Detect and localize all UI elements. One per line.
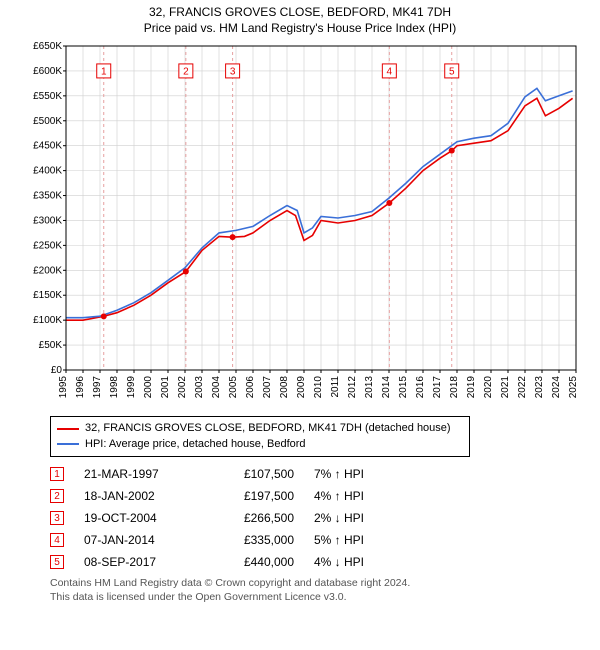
sale-diff-vs-hpi: 7% ↑ HPI [314, 467, 404, 481]
sale-row: 4 07-JAN-2014 £335,000 5% ↑ HPI [50, 529, 590, 551]
svg-text:2014: 2014 [381, 376, 392, 399]
svg-text:£50K: £50K [39, 340, 63, 351]
svg-text:2020: 2020 [483, 376, 494, 399]
sale-marker: 3 [50, 511, 64, 525]
svg-text:2015: 2015 [398, 376, 409, 399]
chart-title: 32, FRANCIS GROVES CLOSE, BEDFORD, MK41 … [10, 4, 590, 36]
sale-price: £335,000 [214, 533, 294, 547]
svg-text:2025: 2025 [568, 376, 579, 399]
svg-text:1998: 1998 [109, 376, 120, 399]
sale-date: 18-JAN-2002 [84, 489, 194, 503]
legend-label: HPI: Average price, detached house, Bedf… [85, 437, 306, 452]
sale-row: 1 21-MAR-1997 £107,500 7% ↑ HPI [50, 463, 590, 485]
svg-text:2005: 2005 [228, 376, 239, 399]
svg-text:1995: 1995 [58, 376, 69, 399]
svg-text:£250K: £250K [33, 241, 62, 252]
sale-diff-vs-hpi: 2% ↓ HPI [314, 511, 404, 525]
svg-text:4: 4 [387, 67, 393, 78]
svg-text:£550K: £550K [33, 91, 62, 102]
sales-table: 1 21-MAR-1997 £107,500 7% ↑ HPI 2 18-JAN-2002… [50, 463, 590, 573]
sale-diff-vs-hpi: 5% ↑ HPI [314, 533, 404, 547]
sale-date: 21-MAR-1997 [84, 467, 194, 481]
svg-text:£0: £0 [51, 365, 63, 376]
svg-text:1997: 1997 [92, 376, 103, 399]
svg-text:2: 2 [183, 67, 189, 78]
svg-text:2019: 2019 [466, 376, 477, 399]
footer-line1: Contains HM Land Registry data © Crown c… [50, 577, 590, 591]
title-subtitle: Price paid vs. HM Land Registry's House … [10, 20, 590, 36]
svg-text:5: 5 [449, 67, 455, 78]
sale-date: 19-OCT-2004 [84, 511, 194, 525]
svg-text:2017: 2017 [432, 376, 443, 399]
sale-price: £266,500 [214, 511, 294, 525]
legend-swatch [57, 428, 79, 430]
svg-text:2002: 2002 [177, 376, 188, 399]
sale-marker: 4 [50, 533, 64, 547]
chart-svg: £0 £50K £100K £150K £200K £250K £300K £350K £400… [20, 40, 580, 410]
svg-text:2007: 2007 [262, 376, 273, 399]
svg-text:3: 3 [230, 67, 236, 78]
svg-text:2012: 2012 [347, 376, 358, 399]
svg-text:2010: 2010 [313, 376, 324, 399]
svg-text:£100K: £100K [33, 316, 62, 327]
title-address: 32, FRANCIS GROVES CLOSE, BEDFORD, MK41 … [10, 4, 590, 20]
chart-legend: 32, FRANCIS GROVES CLOSE, BEDFORD, MK41 … [50, 416, 470, 457]
svg-text:£200K: £200K [33, 266, 62, 277]
svg-text:2023: 2023 [534, 376, 545, 399]
svg-text:2006: 2006 [245, 376, 256, 399]
legend-item: 32, FRANCIS GROVES CLOSE, BEDFORD, MK41 … [57, 421, 463, 436]
footer-line2: This data is licensed under the Open Gov… [50, 591, 590, 605]
svg-text:2021: 2021 [500, 376, 511, 399]
svg-text:2004: 2004 [211, 376, 222, 399]
attribution-footer: Contains HM Land Registry data © Crown c… [50, 577, 590, 604]
svg-text:2024: 2024 [551, 376, 562, 399]
legend-swatch [57, 443, 79, 445]
svg-text:£500K: £500K [33, 116, 62, 127]
svg-text:2018: 2018 [449, 376, 460, 399]
sale-marker: 1 [50, 467, 64, 481]
sale-row: 2 18-JAN-2002 £197,500 4% ↑ HPI [50, 485, 590, 507]
svg-text:2003: 2003 [194, 376, 205, 399]
svg-text:2001: 2001 [160, 376, 171, 399]
svg-text:£150K: £150K [33, 291, 62, 302]
sale-row: 5 08-SEP-2017 £440,000 4% ↓ HPI [50, 551, 590, 573]
svg-text:2013: 2013 [364, 376, 375, 399]
sale-diff-vs-hpi: 4% ↓ HPI [314, 555, 404, 569]
svg-text:£650K: £650K [33, 41, 62, 52]
svg-text:£350K: £350K [33, 191, 62, 202]
sale-marker: 2 [50, 489, 64, 503]
legend-label: 32, FRANCIS GROVES CLOSE, BEDFORD, MK41 … [85, 421, 451, 436]
sale-date: 08-SEP-2017 [84, 555, 194, 569]
svg-text:2008: 2008 [279, 376, 290, 399]
sale-price: £107,500 [214, 467, 294, 481]
legend-item: HPI: Average price, detached house, Bedf… [57, 437, 463, 452]
svg-text:2011: 2011 [330, 376, 341, 398]
svg-text:1996: 1996 [75, 376, 86, 399]
svg-text:£450K: £450K [33, 141, 62, 152]
sale-row: 3 19-OCT-2004 £266,500 2% ↓ HPI [50, 507, 590, 529]
svg-text:£300K: £300K [33, 216, 62, 227]
svg-text:2000: 2000 [143, 376, 154, 399]
svg-text:2016: 2016 [415, 376, 426, 399]
price-chart: £0 £50K £100K £150K £200K £250K £300K £350K £400… [20, 40, 580, 410]
svg-text:2009: 2009 [296, 376, 307, 399]
svg-text:1: 1 [101, 67, 107, 78]
sale-price: £197,500 [214, 489, 294, 503]
sale-price: £440,000 [214, 555, 294, 569]
sale-diff-vs-hpi: 4% ↑ HPI [314, 489, 404, 503]
svg-text:1999: 1999 [126, 376, 137, 399]
sale-marker: 5 [50, 555, 64, 569]
sale-date: 07-JAN-2014 [84, 533, 194, 547]
svg-text:£400K: £400K [33, 166, 62, 177]
svg-text:2022: 2022 [517, 376, 528, 399]
svg-text:£600K: £600K [33, 66, 62, 77]
